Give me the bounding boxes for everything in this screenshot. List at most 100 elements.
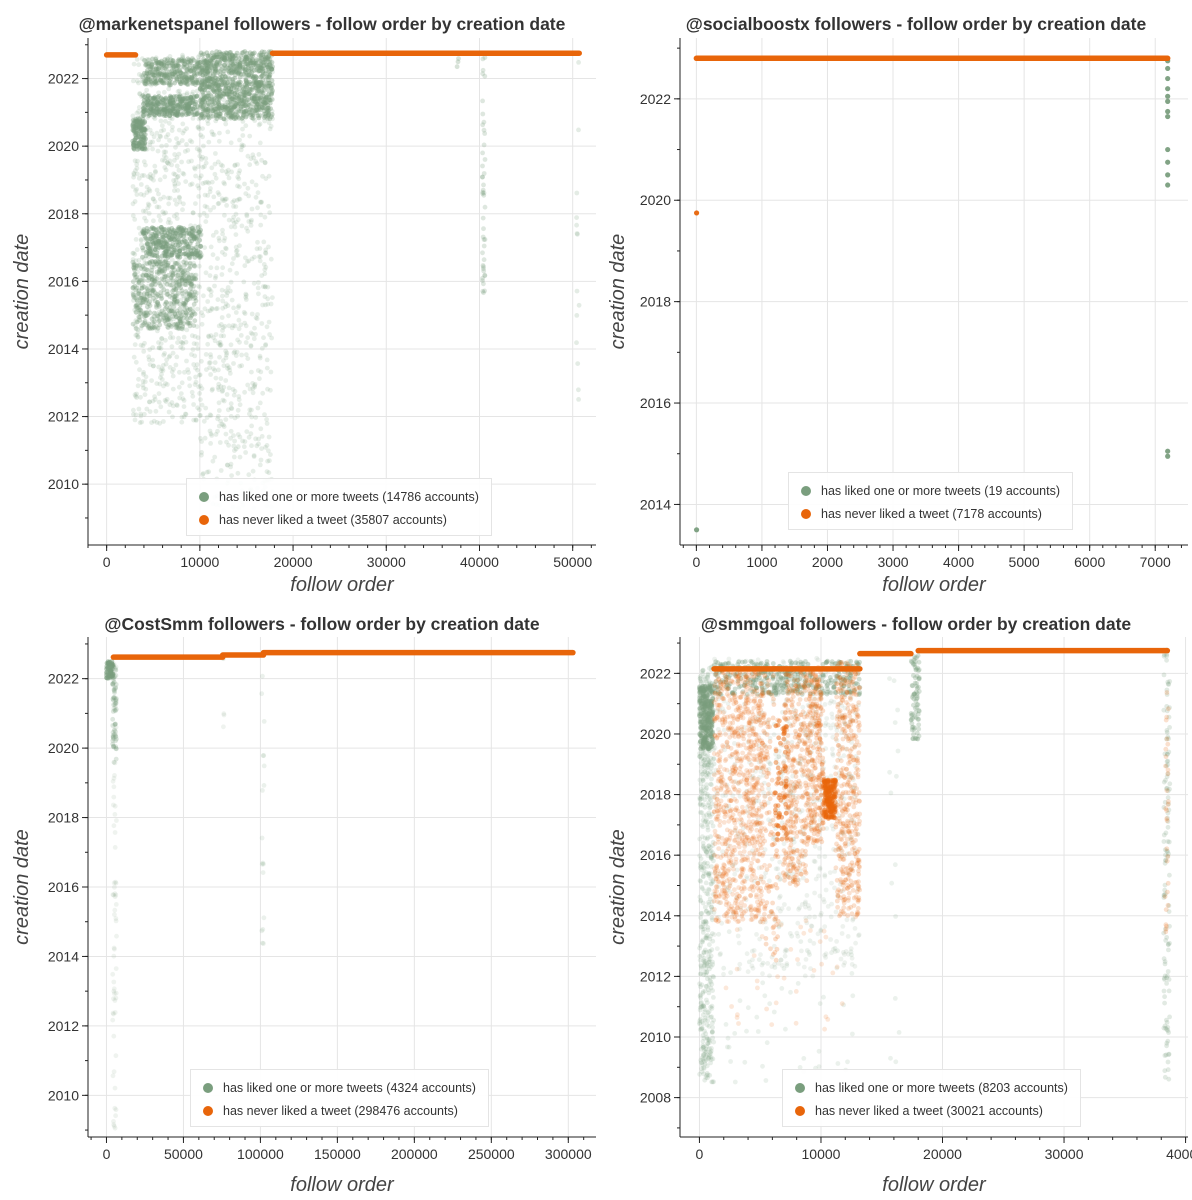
scatter-point — [146, 64, 152, 69]
scatter-point — [574, 313, 580, 318]
scatter-point — [111, 744, 117, 749]
scatter-point — [480, 174, 485, 180]
scatter-point — [182, 64, 187, 70]
scatter-point — [204, 59, 210, 65]
scatter-point — [249, 96, 255, 102]
scatter-point — [221, 104, 227, 110]
scatter-point — [254, 101, 259, 107]
scatter-point — [137, 125, 143, 131]
scatter-point — [164, 72, 169, 77]
scatter-point — [215, 77, 221, 82]
scatter-point — [152, 397, 158, 402]
scatter-point — [237, 101, 243, 107]
scatter-point — [217, 111, 222, 117]
scatter-point — [226, 365, 232, 370]
scatter-point — [212, 66, 218, 72]
scatter-point — [153, 56, 159, 62]
scatter-point — [143, 61, 149, 67]
scatter-point — [136, 72, 142, 77]
scatter-point — [134, 162, 140, 167]
scatter-point — [195, 306, 200, 312]
scatter-point — [225, 363, 230, 368]
scatter-point — [225, 99, 231, 105]
scatter-point — [248, 219, 254, 225]
scatter-point — [111, 732, 117, 737]
scatter-point — [136, 406, 142, 412]
scatter-point — [192, 101, 198, 107]
scatter-point — [185, 82, 191, 87]
scatter-point — [226, 110, 232, 115]
scatter-point — [176, 316, 182, 321]
scatter-point — [257, 101, 263, 107]
scatter-point — [168, 102, 174, 107]
scatter-point — [154, 261, 159, 267]
scatter-point — [481, 281, 486, 287]
scatter-point — [206, 108, 212, 114]
scatter-point — [221, 724, 226, 730]
scatter-point — [110, 730, 116, 735]
scatter-point — [230, 106, 236, 111]
scatter-point — [211, 73, 216, 78]
scatter-point — [266, 62, 272, 68]
scatter-point — [224, 53, 230, 59]
scatter-point — [229, 55, 235, 61]
scatter-point — [249, 414, 255, 420]
scatter-point — [202, 75, 208, 81]
scatter-point — [1165, 113, 1171, 120]
scatter-point — [255, 95, 260, 101]
scatter-point — [159, 377, 165, 382]
scatter-point — [181, 315, 187, 321]
scatter-point — [180, 100, 186, 106]
scatter-point — [130, 285, 136, 291]
scatter-point — [703, 818, 708, 824]
scatter-point — [258, 58, 263, 64]
scatter-point — [252, 383, 257, 388]
scatter-point — [172, 111, 178, 117]
scatter-point — [481, 192, 487, 198]
scatter-point — [113, 682, 119, 687]
scatter-point — [232, 111, 238, 117]
scatter-point — [200, 472, 206, 477]
scatter-point — [150, 398, 156, 404]
scatter-point — [144, 87, 150, 93]
scatter-point — [148, 60, 154, 66]
scatter-point — [112, 891, 118, 897]
scatter-point — [147, 142, 153, 148]
scatter-point — [181, 251, 187, 257]
scatter-point — [184, 68, 190, 73]
scatter-point — [178, 320, 184, 326]
scatter-point — [209, 99, 215, 105]
scatter-point — [236, 100, 242, 106]
scatter-point — [247, 91, 252, 97]
scatter-point — [216, 423, 222, 429]
scatter-point — [236, 94, 242, 100]
scatter-point — [195, 367, 200, 373]
scatter-point — [213, 113, 219, 119]
scatter-point — [202, 87, 207, 93]
scatter-point — [481, 268, 487, 274]
scatter-point — [194, 64, 200, 70]
scatter-point — [250, 468, 256, 474]
scatter-point — [164, 281, 170, 287]
scatter-point — [142, 296, 147, 301]
scatter-point — [132, 307, 138, 313]
scatter-point — [165, 250, 171, 256]
scatter-point — [197, 223, 203, 229]
scatter-point — [231, 97, 236, 102]
scatter-point — [227, 82, 233, 88]
scatter-point — [164, 396, 170, 402]
scatter-point — [199, 310, 205, 316]
scatter-point — [222, 62, 228, 68]
scatter-point — [163, 381, 168, 386]
scatter-point — [698, 787, 704, 792]
scatter-point — [481, 119, 487, 125]
scatter-point — [222, 104, 228, 110]
scatter-point — [154, 80, 160, 86]
scatter-point — [188, 293, 194, 299]
scatter-point — [213, 229, 219, 235]
scatter-point — [218, 82, 224, 88]
scatter-point — [136, 288, 142, 294]
scatter-point — [160, 66, 165, 72]
scatter-point — [197, 407, 202, 412]
scatter-point — [152, 199, 158, 205]
